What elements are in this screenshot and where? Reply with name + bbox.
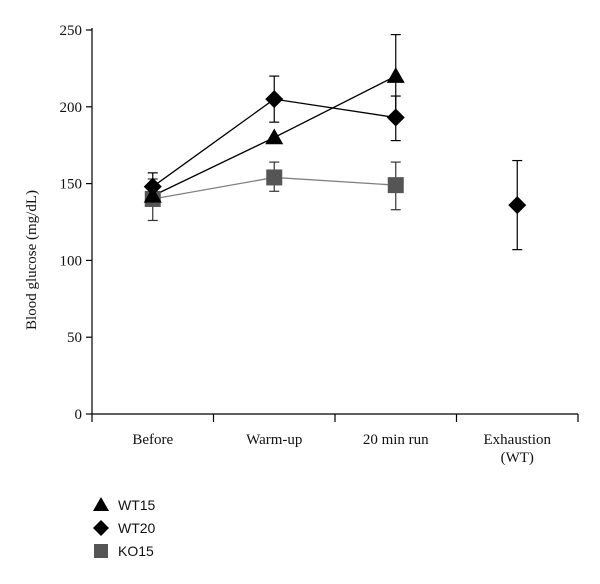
y-tick-label: 100 (60, 253, 83, 269)
y-tick-label: 200 (60, 100, 83, 116)
marker-wt20 (265, 90, 284, 109)
marker-ko15 (266, 169, 283, 186)
marker-wt15 (386, 67, 405, 83)
x-tick-label: Warm-up (246, 432, 302, 448)
axes: 0 50 100 150 200 250 Before Warm-up 20 min run Ex… (60, 23, 579, 466)
legend-label: KO15 (118, 543, 154, 559)
y-tick-label: 50 (67, 330, 82, 346)
legend: WT15 WT20 KO15 (93, 497, 156, 559)
marker-wt20 (386, 108, 405, 127)
x-tick-label: 20 min run (363, 432, 429, 448)
x-tick-label: Exhaustion (WT) (484, 432, 552, 466)
marker-wt20 (143, 177, 162, 196)
legend-item-wt15: WT15 (93, 497, 156, 513)
marker-ko15 (387, 177, 404, 194)
y-axis-title: Blood glucose (mg/dL) (24, 190, 40, 330)
legend-square-icon (94, 544, 108, 558)
legend-diamond-icon (93, 520, 109, 536)
error-bars (147, 34, 523, 251)
x-tick-label: Before (132, 432, 173, 448)
legend-label: WT20 (118, 520, 156, 536)
marker-wt15 (265, 128, 284, 145)
y-tick-label: 0 (75, 407, 83, 423)
y-tick-label: 150 (60, 177, 83, 193)
markers (143, 67, 527, 215)
legend-label: WT15 (118, 497, 156, 513)
y-tick-label: 250 (60, 23, 83, 39)
marker-wt20 (508, 196, 527, 215)
legend-item-wt20: WT20 (93, 520, 156, 536)
legend-triangle-icon (93, 497, 109, 511)
legend-item-ko15: KO15 (94, 543, 154, 559)
